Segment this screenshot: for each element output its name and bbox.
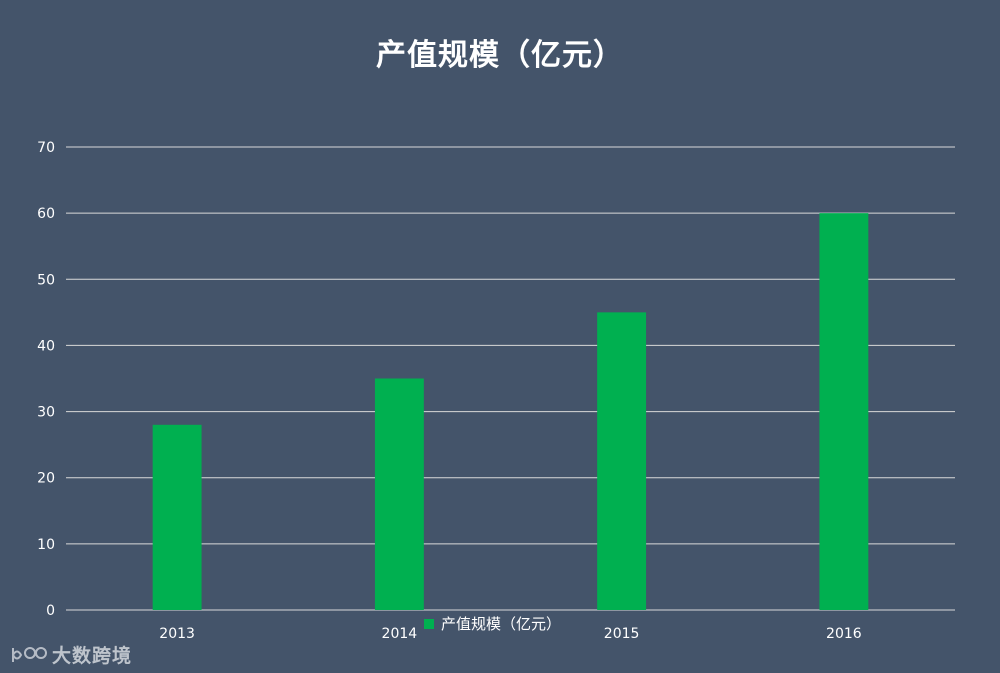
y-tick-label: 0: [46, 603, 55, 619]
watermark: 大数跨境: [10, 641, 132, 668]
y-tick-label: 60: [37, 206, 55, 222]
y-tick-label: 70: [37, 140, 55, 156]
x-axis-ticks: 2013 2014 2015 2016: [159, 626, 861, 642]
bar-2015: [597, 312, 647, 610]
x-tick-label: 2013: [159, 626, 195, 642]
legend-label: 产值规模（亿元）: [441, 615, 561, 633]
x-tick-label: 2014: [382, 626, 418, 642]
legend-swatch: [424, 619, 434, 629]
y-tick-label: 50: [37, 272, 55, 288]
x-tick-label: 2015: [604, 626, 640, 642]
bar-2014: [374, 378, 424, 610]
bars: [152, 213, 869, 610]
y-tick-label: 20: [37, 471, 55, 487]
bar-2013: [152, 424, 202, 610]
y-tick-label: 30: [37, 405, 55, 421]
y-axis-ticks: 0 10 20 30 40 50 60 70: [37, 140, 55, 619]
ebrun-logo-icon: [12, 646, 47, 662]
watermark-text: 大数跨境: [52, 645, 133, 667]
y-tick-label: 40: [37, 338, 55, 354]
y-tick-label: 10: [37, 537, 55, 553]
bar-2016: [819, 213, 869, 610]
gridlines: [66, 146, 955, 611]
legend: 产值规模（亿元）: [424, 615, 561, 633]
chart-title: 产值规模（亿元）: [376, 38, 624, 73]
x-tick-label: 2016: [826, 626, 862, 642]
